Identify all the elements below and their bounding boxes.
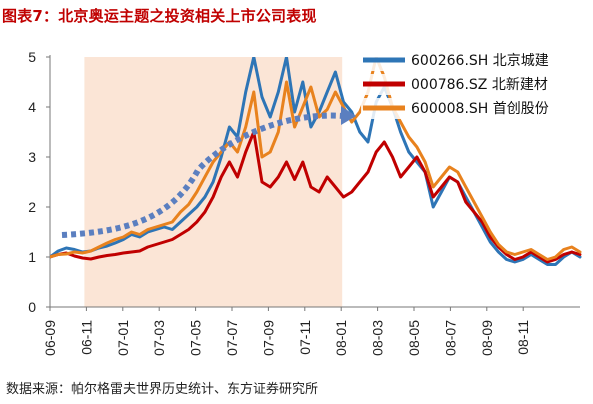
y-tick-label: 0 [28, 299, 36, 315]
legend-bg [361, 50, 589, 71]
y-tick-label: 2 [28, 199, 36, 215]
x-tick-label: 07-05 [188, 320, 204, 356]
series-layer [50, 57, 582, 266]
legend-bg [361, 98, 589, 119]
series-line-2 [50, 130, 582, 264]
x-tick-label: 07-09 [260, 320, 276, 356]
x-tick-label: 08-01 [333, 320, 349, 356]
source-note: 数据来源：帕尔格雷夫世界历史统计、东方证券研究所 [6, 382, 319, 397]
legend-label-3: 600008.SH 首创股份 [411, 101, 549, 117]
x-tick-label: 07-03 [151, 320, 167, 356]
legend-bg [361, 74, 589, 95]
y-tick-label: 4 [28, 99, 36, 115]
x-tick-label: 07-11 [297, 320, 313, 355]
trend-arrow-layer [61, 106, 356, 238]
x-tick-label: 08-03 [370, 320, 386, 356]
x-tick-label: 07-01 [115, 320, 131, 356]
legend-label-2: 000786.SZ 北新建材 [411, 77, 548, 93]
y-tick-label: 1 [28, 249, 36, 265]
legend-label-1: 600266.SH 北京城建 [411, 53, 549, 69]
x-tick-label: 07-07 [224, 320, 240, 356]
x-tick-label: 08-05 [406, 320, 422, 356]
x-tick-label: 08-07 [442, 320, 458, 356]
trend-arrow-head [341, 106, 356, 125]
x-tick-label: 06-09 [42, 320, 58, 356]
chart-title: 图表7：北京奥运主题之投资相关上市公司表现 [2, 7, 317, 25]
x-tick-label: 08-11 [515, 320, 531, 355]
x-tick-label: 06-11 [78, 320, 94, 355]
x-tick-label: 08-09 [479, 320, 495, 356]
axes: 0 1 2 3 4 5 06-09 06-11 07-01 07-03 07-05 07-07 07-0… [28, 49, 580, 356]
series-line-3 [50, 57, 582, 261]
y-tick-label: 3 [28, 149, 36, 165]
legend: 600266.SH 北京城建 000786.SZ 北新建材 600008.SH 首创… [361, 50, 589, 119]
y-tick-label: 5 [28, 49, 36, 65]
series-line-1 [50, 57, 582, 266]
